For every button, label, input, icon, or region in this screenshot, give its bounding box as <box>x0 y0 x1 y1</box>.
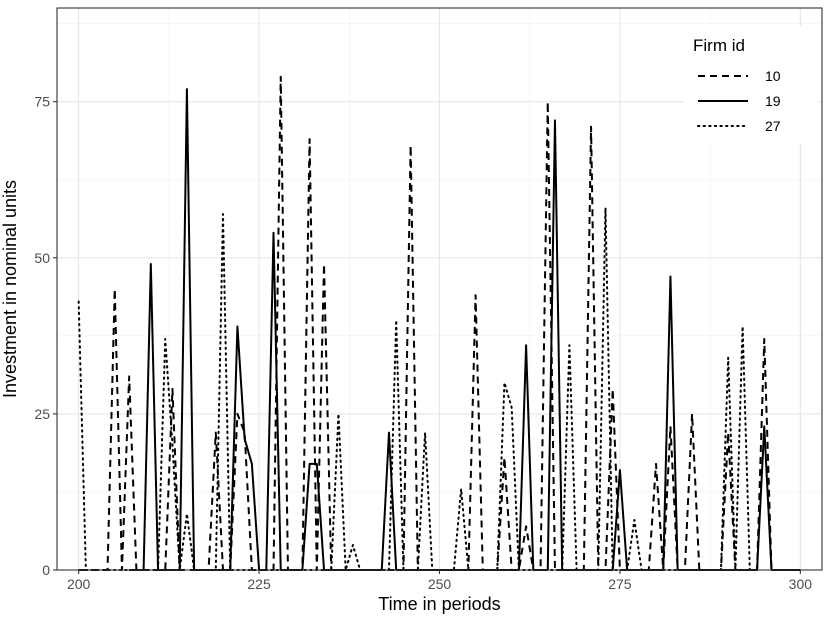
x-tick-label: 300 <box>789 576 813 592</box>
x-tick-label: 250 <box>428 576 452 592</box>
y-tick-label: 75 <box>34 94 50 110</box>
x-axis-ticks: 200 225 250 275 300 <box>67 570 812 592</box>
y-tick-label: 25 <box>34 406 50 422</box>
legend-items: 10 19 27 <box>697 68 781 134</box>
x-tick-label: 225 <box>247 576 271 592</box>
legend-label-27: 27 <box>765 118 781 134</box>
legend-background <box>685 26 817 144</box>
y-axis-ticks: 0 25 50 75 <box>34 94 57 578</box>
y-axis-title: Investment in nominal units <box>0 180 20 398</box>
x-tick-label: 200 <box>67 576 91 592</box>
legend-label-19: 19 <box>765 93 781 109</box>
legend: Firm id 10 19 27 <box>685 26 817 144</box>
x-tick-label: 275 <box>608 576 632 592</box>
legend-label-10: 10 <box>765 68 781 84</box>
x-axis-title: Time in periods <box>378 594 500 614</box>
legend-title: Firm id <box>693 36 745 55</box>
y-tick-label: 50 <box>34 250 50 266</box>
y-tick-label: 0 <box>42 562 50 578</box>
